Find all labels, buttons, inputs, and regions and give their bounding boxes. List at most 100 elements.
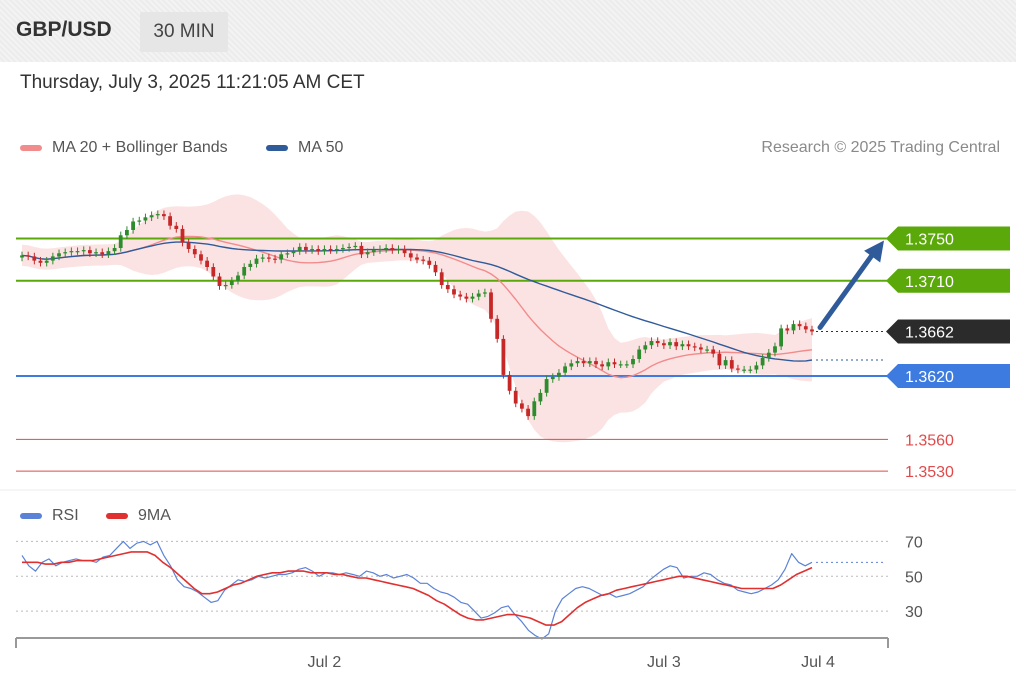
- candle-body-90: [575, 361, 580, 364]
- candle-body-55: [359, 245, 364, 255]
- candle-body-118: [748, 369, 753, 371]
- candle-body-52: [341, 248, 345, 250]
- candle-body-78: [501, 338, 506, 375]
- candle-body-117: [742, 369, 746, 371]
- candle-body-48: [316, 249, 321, 252]
- candle-body-102: [649, 341, 654, 346]
- support-tag-1-text: 1.3620: [905, 369, 954, 386]
- forecast-arrow-head: [864, 240, 884, 263]
- ma9-label: 9MA: [138, 507, 171, 524]
- rsi-swatch: [20, 513, 42, 519]
- candle-body-9: [75, 251, 80, 253]
- candle-body-65: [421, 259, 426, 261]
- candle-body-15: [112, 248, 117, 252]
- candle-body-101: [643, 345, 648, 350]
- candle-body-122: [773, 346, 777, 353]
- candle-body-84: [538, 392, 543, 402]
- candle-body-27: [186, 242, 191, 249]
- candle-body-70: [452, 289, 456, 295]
- candle-body-98: [624, 364, 629, 366]
- candle-body-72: [464, 296, 469, 299]
- resistance-tag-1-bg: [886, 226, 1010, 251]
- candle-body-83: [532, 401, 537, 417]
- target-label-2: 1.3530: [905, 464, 954, 481]
- timeframe-badge[interactable]: 30 MIN: [140, 12, 228, 52]
- candle-body-121: [766, 352, 771, 358]
- candle-body-23: [162, 214, 166, 217]
- candle-body-109: [692, 346, 697, 348]
- series-line-1: [22, 551, 813, 626]
- candle-body-73: [470, 296, 475, 299]
- candle-body-58: [378, 249, 382, 251]
- candle-body-30: [205, 260, 209, 267]
- candle-body-74: [476, 293, 481, 297]
- candle-body-80: [513, 390, 518, 404]
- forecast-arrow-shaft: [817, 249, 877, 331]
- candle-body-22: [155, 214, 160, 216]
- candle-body-50: [328, 249, 333, 251]
- candle-body-64: [415, 257, 419, 260]
- candle-body-85: [544, 379, 549, 393]
- rsi-label: RSI: [52, 507, 79, 524]
- candle-body-82: [526, 408, 530, 417]
- candle-body-13: [100, 252, 105, 255]
- candle-body-43: [285, 253, 290, 255]
- candle-body-0: [20, 255, 24, 258]
- candle-body-44: [291, 251, 296, 254]
- candle-body-111: [705, 349, 709, 351]
- candle-body-116: [736, 368, 740, 370]
- candle-body-37: [248, 263, 253, 267]
- candle-body-86: [550, 377, 555, 380]
- current-price-tag-text: 1.3662: [905, 325, 954, 342]
- candle-body-33: [223, 285, 228, 287]
- support-tag-1-bg: [886, 363, 1010, 388]
- current-price-tag: 1.3662: [886, 319, 1010, 344]
- candle-body-29: [199, 254, 203, 261]
- series-line-0: [21, 540, 813, 640]
- timestamp: Thursday, July 3, 2025 11:21:05 AM CET: [20, 72, 365, 93]
- candle-body-17: [125, 230, 129, 236]
- candle-body-119: [754, 365, 759, 370]
- candle-body-104: [662, 343, 666, 346]
- candle-body-14: [106, 251, 111, 255]
- legend-ma50: MA 50: [266, 139, 343, 157]
- candle-body-16: [118, 235, 123, 248]
- candle-body-1: [26, 255, 31, 257]
- research-credit: Research © 2025 Trading Central: [761, 139, 1000, 156]
- legend-rsi: RSI: [20, 507, 79, 525]
- chart-header: GBP/USD 30 MIN: [0, 0, 1016, 62]
- candle-body-99: [631, 359, 635, 365]
- candle-body-8: [69, 251, 74, 253]
- candle-body-11: [88, 250, 92, 254]
- candle-body-61: [396, 249, 401, 251]
- legend-ma20: MA 20 + Bollinger Bands: [20, 139, 228, 157]
- candle-body-107: [680, 344, 685, 347]
- candle-body-28: [192, 249, 197, 255]
- candle-body-120: [760, 358, 765, 366]
- candle-body-103: [655, 341, 660, 344]
- candle-body-10: [81, 250, 86, 252]
- resistance-tag-2-bg: [886, 268, 1010, 293]
- ma50-label: MA 50: [298, 139, 344, 156]
- candle-body-20: [143, 217, 148, 221]
- candle-body-125: [791, 324, 796, 331]
- symbol-title: GBP/USD: [16, 18, 112, 41]
- resistance-tag-2: 1.3710: [886, 268, 1010, 293]
- candle-body-100: [637, 349, 642, 359]
- candle-body-81: [520, 403, 524, 409]
- rsi-tick-label-70: 70: [905, 534, 923, 551]
- ma50-line: [21, 241, 813, 362]
- candle-body-91: [581, 361, 586, 364]
- current-price-tag-bg: [886, 319, 1010, 344]
- candle-body-77: [495, 318, 500, 339]
- x-tick-label-3: Jul 4: [801, 654, 835, 671]
- candle-body-89: [569, 363, 574, 367]
- candle-body-106: [674, 342, 679, 347]
- candle-body-93: [594, 361, 598, 365]
- candle-body-96: [612, 362, 617, 365]
- candle-body-76: [489, 292, 493, 319]
- ma9-swatch: [106, 513, 128, 519]
- candle-body-45: [297, 246, 302, 252]
- candle-body-38: [254, 258, 259, 264]
